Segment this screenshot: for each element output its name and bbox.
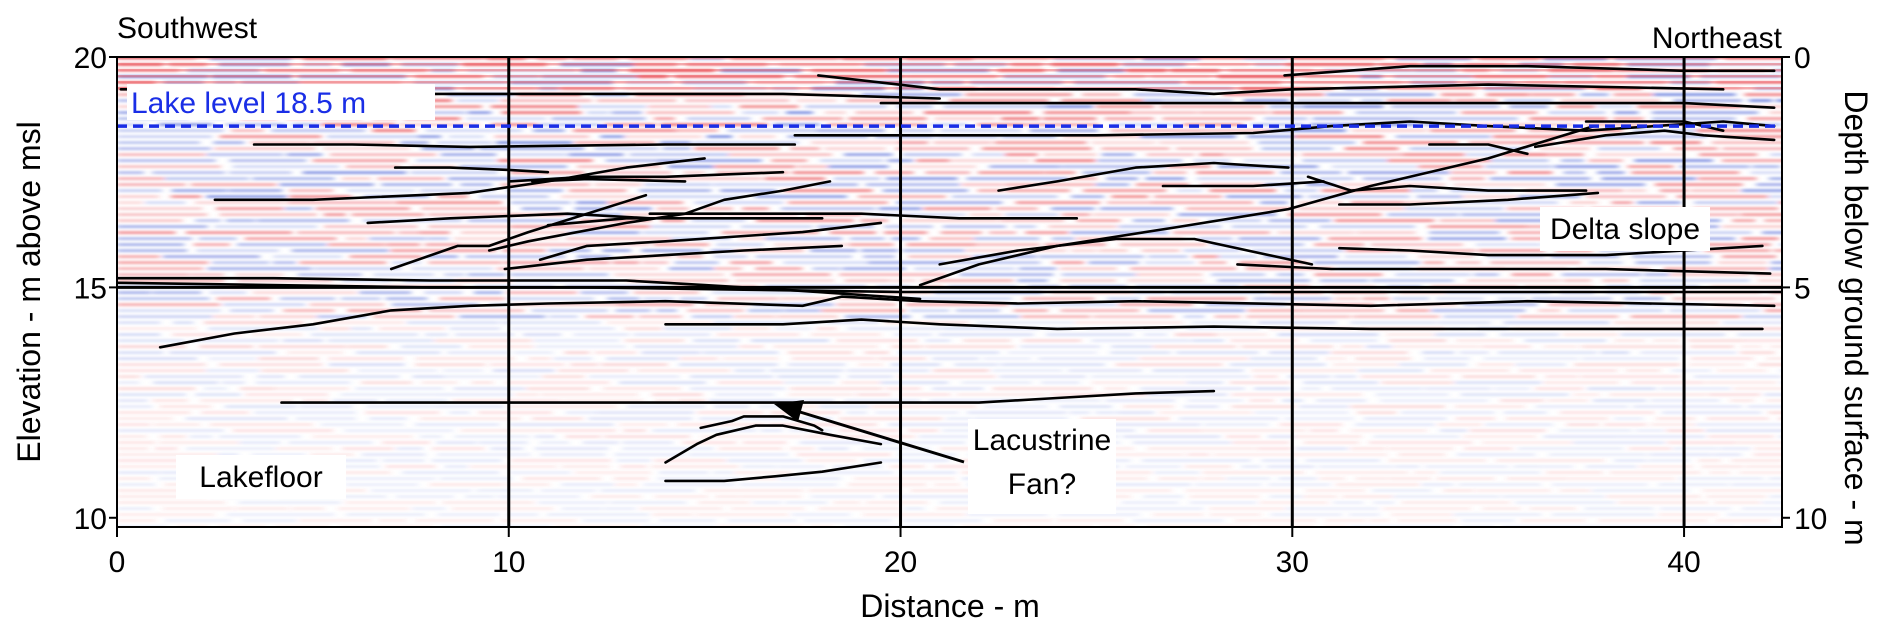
x-tick-label: 30 <box>1276 546 1309 579</box>
right-axis-ticks: 0 5 10 <box>1782 42 1827 536</box>
x-tick-label: 0 <box>109 546 126 579</box>
delta-slope-label: Delta slope <box>1550 213 1700 246</box>
reflector-line-8 <box>507 170 785 183</box>
plot-frame <box>116 56 1783 528</box>
reflector-line-23 <box>1338 191 1600 206</box>
reflector-line-25 <box>1428 143 1529 156</box>
reflector-line-22 <box>1306 175 1588 192</box>
reflector-line-34 <box>664 424 883 464</box>
elevation-tick-label: 10 <box>74 503 107 536</box>
depth-tick-label: 0 <box>1794 42 1811 75</box>
elevation-tick-label: 20 <box>74 42 107 75</box>
radargram-background <box>117 57 1782 527</box>
reflector-line-4 <box>252 143 797 149</box>
lakefloor-label: Lakefloor <box>199 461 322 494</box>
reflector-line-7 <box>393 166 550 174</box>
lacustrine-fan-label-bg <box>968 419 1116 514</box>
reflector-line-21 <box>918 124 1596 287</box>
x-tick-label: 40 <box>1667 546 1700 579</box>
reflector-line-12 <box>546 217 824 227</box>
lacustrine-fan-label-line1: Lacustrine <box>973 424 1111 457</box>
southwest-label: Southwest <box>117 12 258 45</box>
left-axis-ticks: 20 15 10 <box>74 42 117 536</box>
reflector-line-32 <box>664 318 1764 331</box>
x-tick-label: 20 <box>884 546 917 579</box>
northeast-label: Northeast <box>1652 22 1783 55</box>
right-axis-title: Depth below ground surface - m <box>1838 90 1874 545</box>
lakefloor-label-bg <box>176 455 346 499</box>
x-tick-label: 10 <box>492 546 525 579</box>
reflector-line-28 <box>1236 263 1772 275</box>
reflector-line-18 <box>938 237 1314 266</box>
reflector-line-15 <box>538 221 883 261</box>
elevation-tick-label: 15 <box>74 272 107 305</box>
gridlines <box>117 57 1782 527</box>
left-axis-title: Elevation - m above msl <box>11 121 47 462</box>
reflector-line-36 <box>664 461 883 483</box>
reflector-line-26 <box>1533 129 1776 149</box>
reflector-line-3 <box>1283 64 1776 77</box>
reflector-line-19 <box>997 161 1290 192</box>
delta-slope-label-bg <box>1540 207 1710 251</box>
reflector-line-2 <box>817 74 1725 96</box>
reflector-line-20 <box>1161 180 1325 188</box>
lake-level-label-bg <box>127 84 435 121</box>
fan-arrow <box>774 400 965 464</box>
reflector-line-17 <box>648 212 1079 220</box>
reflector-line-16 <box>503 244 844 271</box>
x-axis-ticks: 0 10 20 30 40 <box>109 527 1701 579</box>
depth-tick-label: 10 <box>1794 503 1827 536</box>
depth-tick-label: 5 <box>1794 272 1811 305</box>
reflector-line-35 <box>699 415 824 432</box>
lacustrine-fan-label-line2: Fan? <box>1008 468 1076 501</box>
lake-level-label: Lake level 18.5 m <box>131 87 366 120</box>
x-axis-title: Distance - m <box>860 588 1040 624</box>
